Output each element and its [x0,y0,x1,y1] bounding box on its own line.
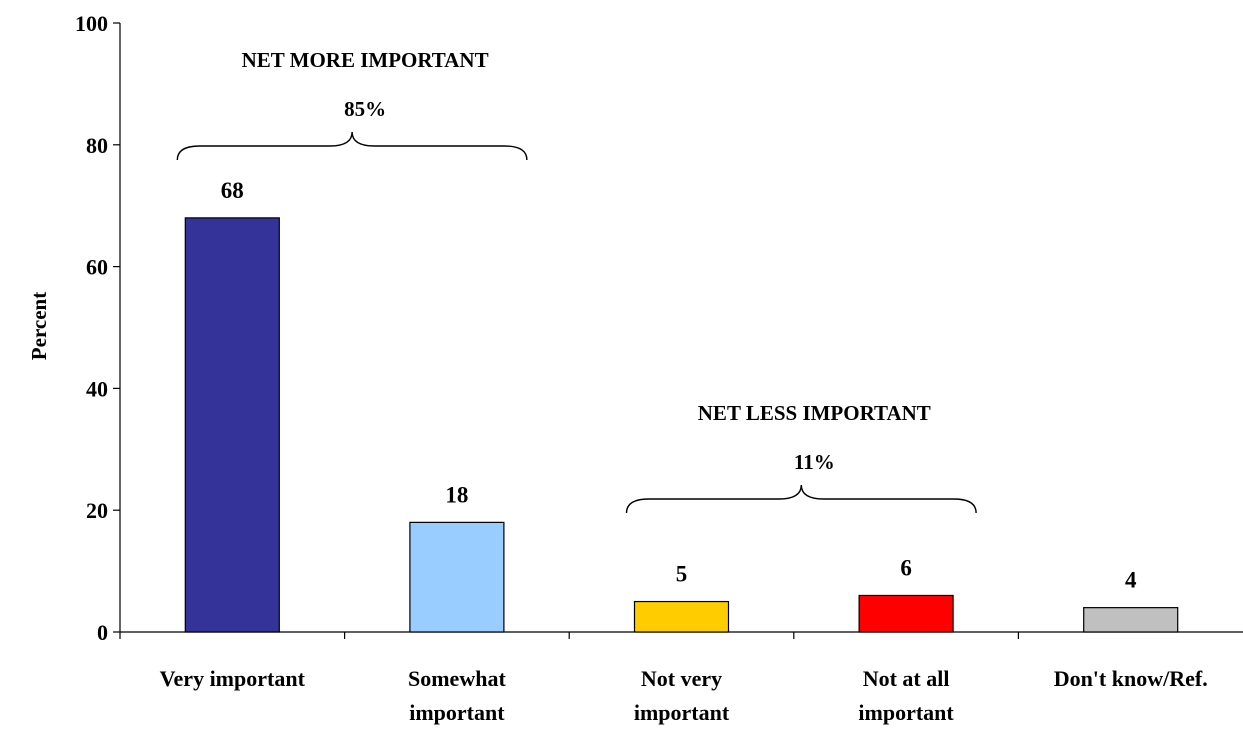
axes [119,23,1243,639]
y-axis-ticks: 0 20 40 60 80 100 [75,11,120,645]
annotation-label: NET LESS IMPORTANT [698,401,931,425]
y-axis-label: Percent [27,292,51,360]
category-label: Don't know/Ref. [1054,666,1208,691]
y-tick-label: 100 [75,11,108,36]
brace [625,484,977,514]
y-tick-label: 20 [86,498,108,523]
y-tick-label: 80 [86,133,108,158]
data-label: 5 [676,562,688,587]
annotation-value: 85% [344,97,386,121]
data-label: 6 [900,555,912,580]
y-tick-label: 40 [86,376,108,401]
annotation-value: 11% [794,450,835,474]
category-label: Very important [160,666,306,691]
bar [409,521,505,633]
bars [184,217,1179,633]
bar [858,594,954,633]
data-label: 4 [1125,568,1137,593]
y-tick-label: 0 [97,620,108,645]
data-labels: 68 18 5 6 4 [221,178,1137,593]
category-label: Not at all important [858,666,954,725]
category-label: Not very important [634,666,730,725]
bar [1083,607,1179,633]
bar [184,217,280,633]
brace [176,131,528,161]
annotation-label: NET MORE IMPORTANT [242,48,489,72]
bar [633,600,730,633]
data-label: 18 [445,482,468,507]
category-label: Somewhat important [408,666,506,725]
data-label: 68 [221,178,244,203]
category-labels: Very important Somewhat important Not very i… [160,666,1208,725]
annotations: 85% NET MORE IMPORTANT 11% NET LESS IMPORTA… [176,48,977,514]
y-tick-label: 60 [86,255,108,280]
